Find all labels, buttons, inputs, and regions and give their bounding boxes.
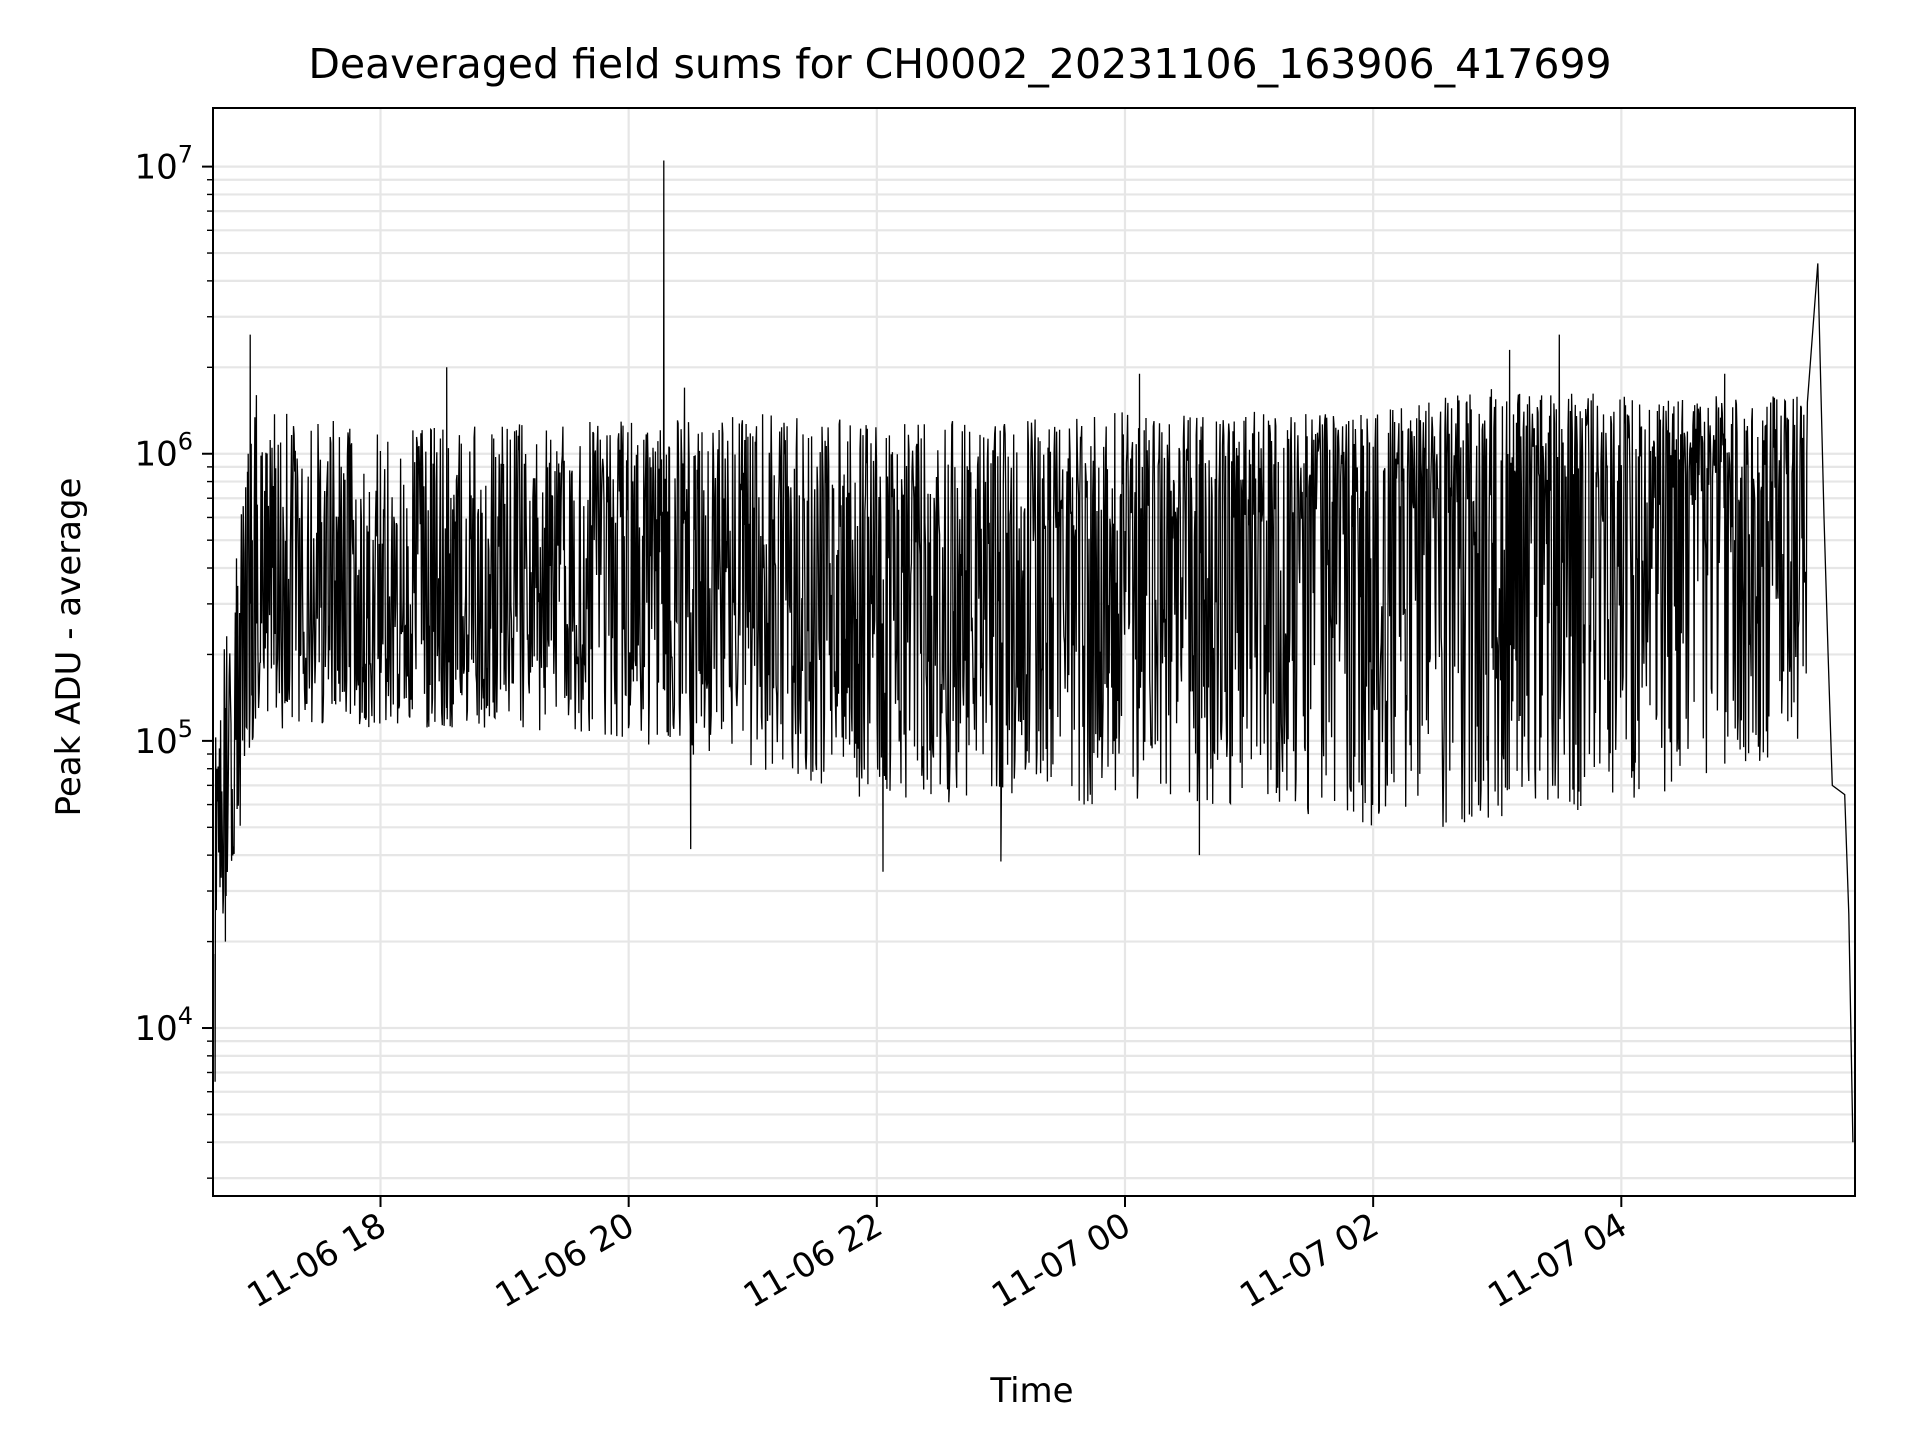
y-tick-label: 106 [134, 428, 193, 475]
y-tick-label: 107 [134, 141, 193, 188]
series-line [214, 160, 1854, 1143]
y-tick-label: 105 [134, 715, 193, 762]
y-axis: 104 105 106 107 [134, 141, 213, 1179]
x-axis-label: Time [989, 1371, 1073, 1411]
y-tick-label: 104 [134, 1002, 193, 1049]
y-axis-label: Peak ADU - average [49, 478, 89, 817]
data-series [214, 160, 1854, 1143]
plot-frame [212, 107, 1856, 1197]
chart-title: Deaveraged field sums for CH0002_2023110… [308, 40, 1611, 88]
